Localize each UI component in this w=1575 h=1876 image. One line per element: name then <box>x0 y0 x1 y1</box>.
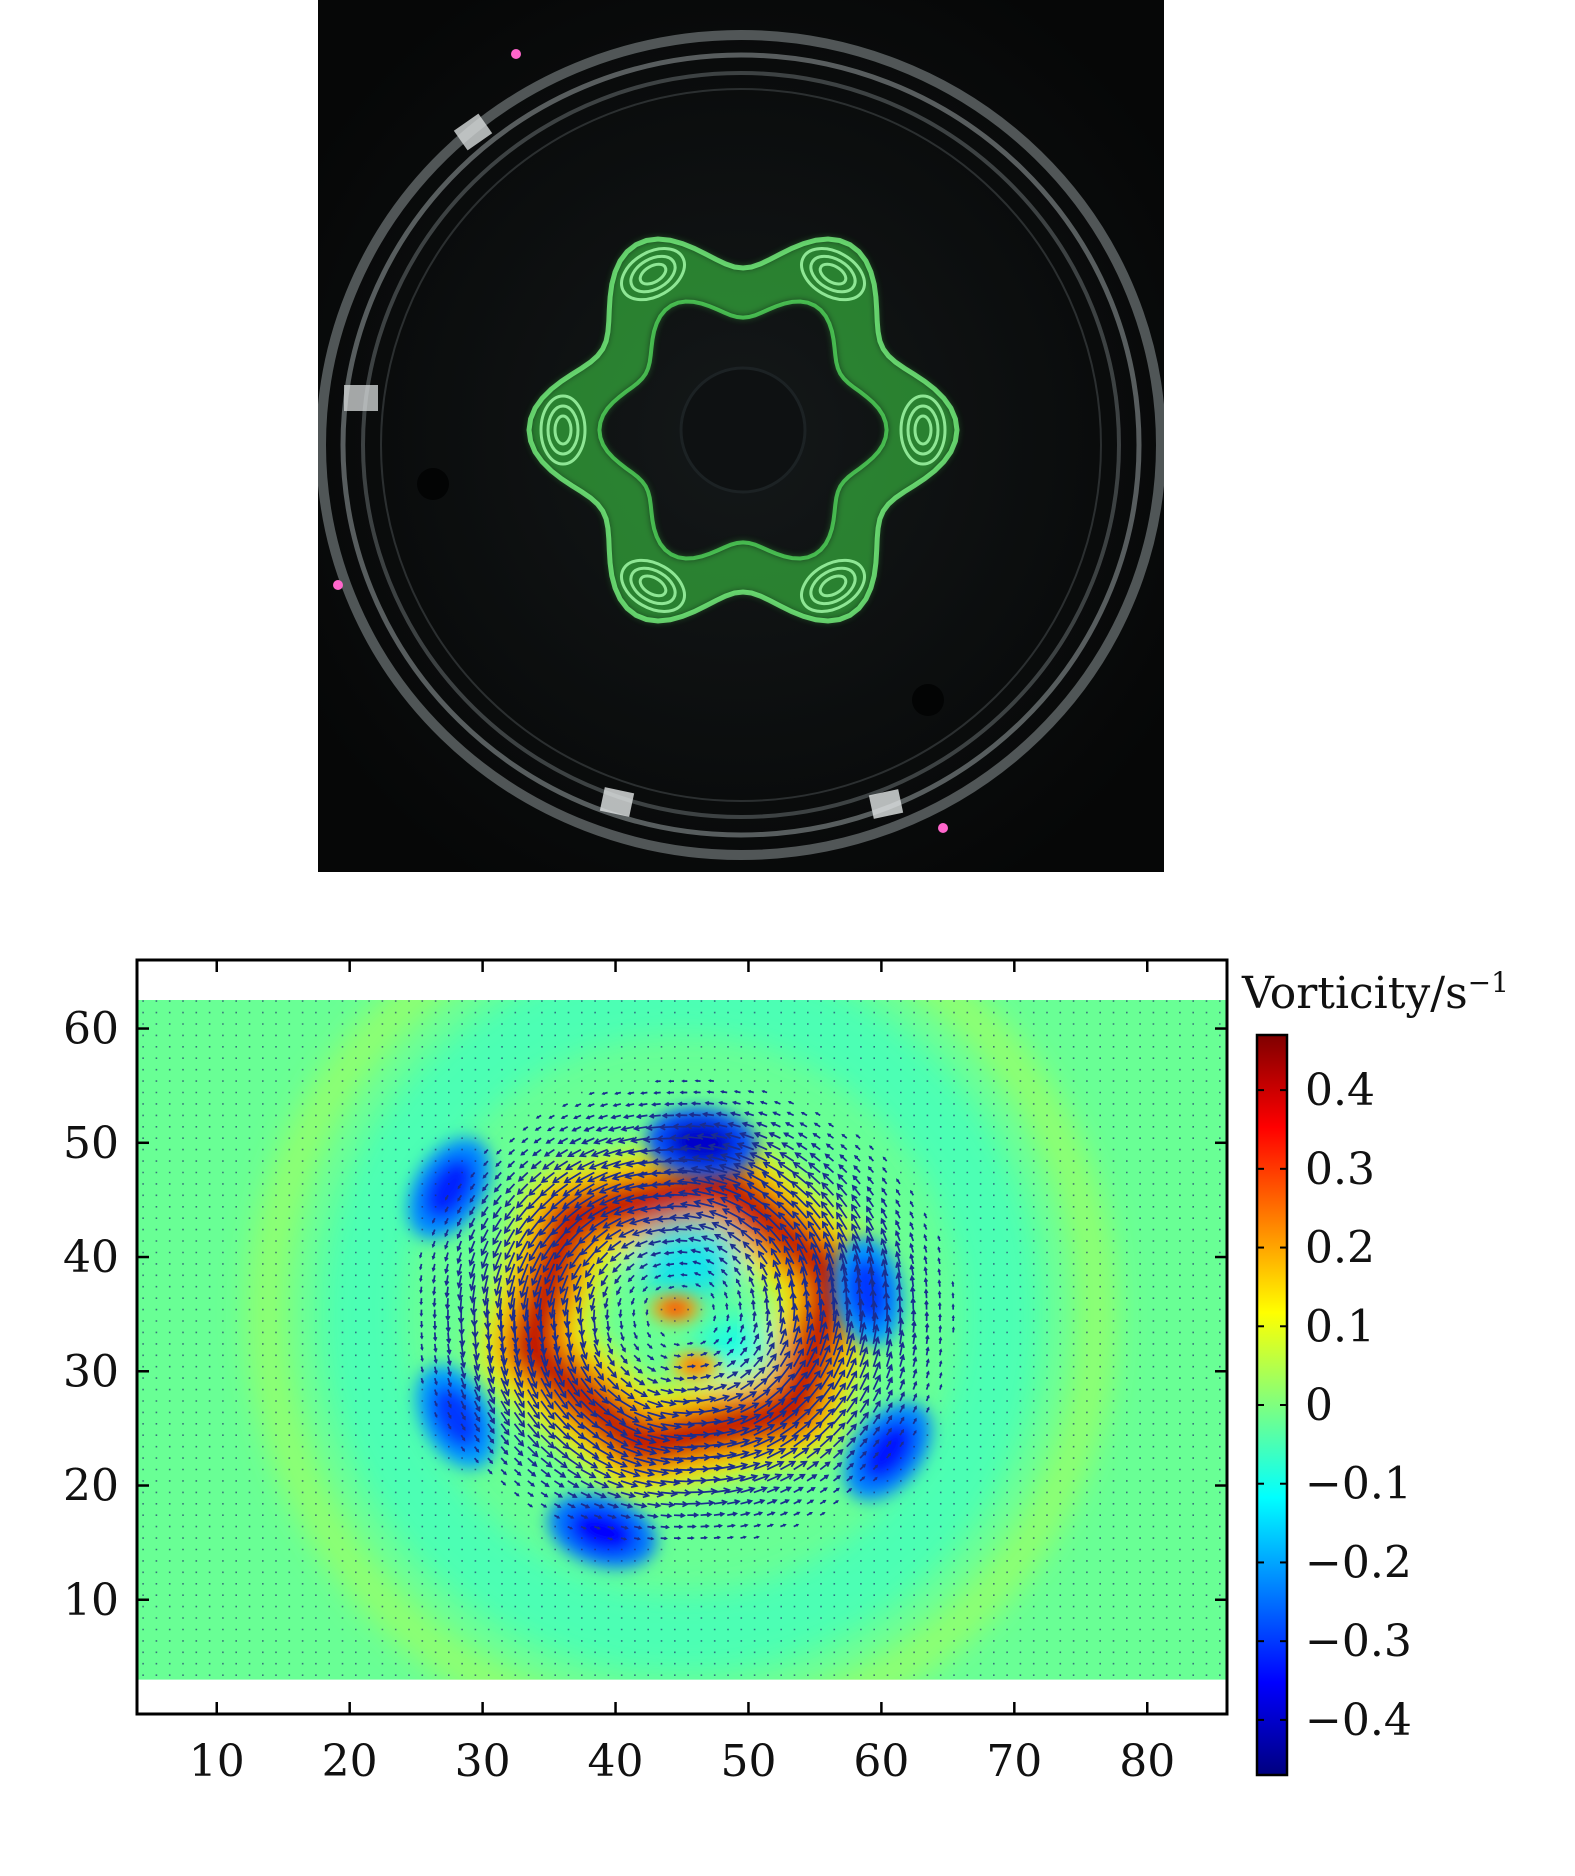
plot-frame <box>135 958 1229 1716</box>
negative-vortex-core <box>431 1384 481 1450</box>
flow-visualization-photo <box>318 0 1164 872</box>
inner-patch <box>635 1217 742 1297</box>
vorticity-chart: 10 20 30 40 50 60 70 80 10 20 30 40 50 60 Vorticity/… <box>63 958 1509 1787</box>
center-hub-icon <box>417 366 944 716</box>
x-tick-label: 60 <box>853 1736 909 1787</box>
x-tick-label: 70 <box>986 1736 1042 1787</box>
colorbar-tick-label: −0.3 <box>1305 1616 1412 1667</box>
vorticity-field <box>137 999 1227 1680</box>
negative-vortex-core <box>568 1508 636 1555</box>
y-axis: 10 20 30 40 50 60 <box>63 1004 1227 1626</box>
colorbar-tick-label: 0.1 <box>1305 1301 1375 1352</box>
y-tick-label: 10 <box>63 1575 119 1626</box>
x-tick-label: 20 <box>322 1736 378 1787</box>
y-tick-label: 40 <box>63 1232 119 1283</box>
colorbar-title: Vorticity/s−1 <box>1241 966 1509 1019</box>
colorbar-tick-label: −0.1 <box>1305 1459 1412 1510</box>
outer-halo-2 <box>247 999 1117 1680</box>
negative-vortex-core <box>861 1420 916 1482</box>
y-tick-label: 20 <box>63 1461 119 1512</box>
colorbar-tick-label: 0 <box>1305 1380 1333 1431</box>
x-tick-label: 40 <box>588 1736 644 1787</box>
y-tick-label: 30 <box>63 1346 119 1397</box>
colorbar: Vorticity/s−1 0.4 0.3 0.2 0.1 0 −0.1 −0.2 −0.3 −… <box>1241 966 1509 1777</box>
quiver-dots <box>142 1000 1221 1676</box>
tank-rim-icon <box>318 30 1164 860</box>
quiver-arrows <box>419 1079 955 1541</box>
x-tick-label: 30 <box>455 1736 511 1787</box>
velocity-vectors <box>142 1000 1221 1676</box>
y-tick-label: 50 <box>63 1118 119 1169</box>
colorbar-tick-label: 0.4 <box>1305 1065 1375 1116</box>
photo-illustration <box>318 0 1164 872</box>
positive-spot-core <box>683 1357 708 1374</box>
colorbar-tick-label: 0.3 <box>1305 1144 1375 1195</box>
x-tick-label: 10 <box>189 1736 245 1787</box>
colorbar-tick-label: 0.2 <box>1305 1223 1375 1274</box>
plot-area <box>135 958 1229 1716</box>
dye-ring-icon <box>526 236 960 624</box>
y-tick-label: 60 <box>63 1004 119 1055</box>
positive-spot-core <box>663 1300 688 1317</box>
outer-halo <box>323 999 1041 1673</box>
colorbar-tick-label: −0.4 <box>1305 1695 1412 1746</box>
colorbar-tick-label: −0.2 <box>1305 1537 1412 1588</box>
x-axis: 10 20 30 40 50 60 70 80 <box>189 960 1175 1787</box>
x-tick-label: 80 <box>1119 1736 1175 1787</box>
field-background <box>137 999 1227 1680</box>
negative-vortex-core <box>667 1121 737 1165</box>
x-tick-label: 50 <box>720 1736 776 1787</box>
